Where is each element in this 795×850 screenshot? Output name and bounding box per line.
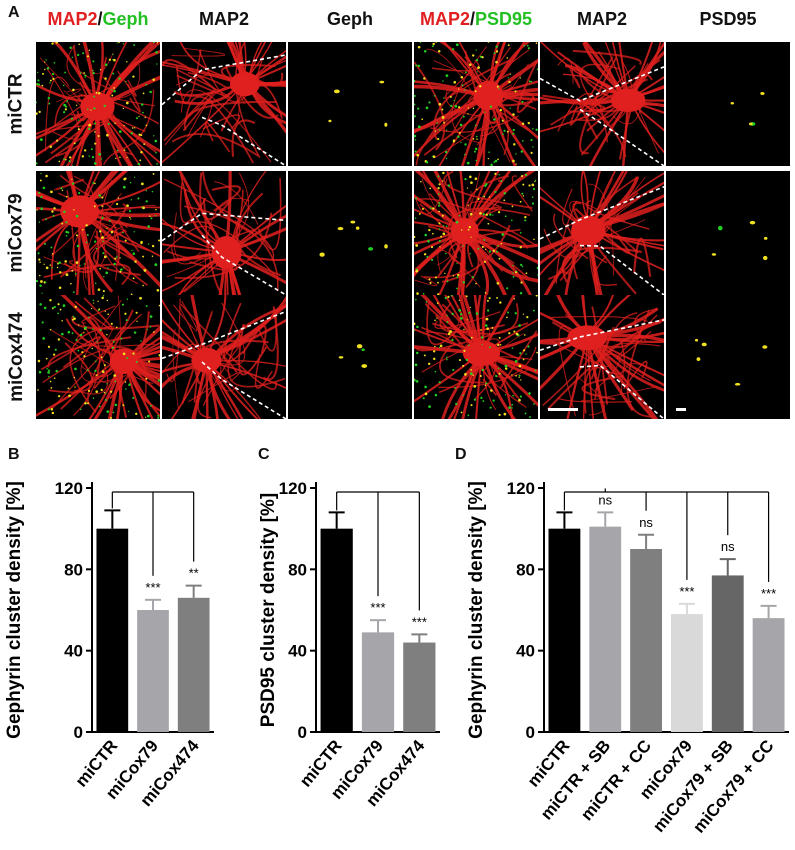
bar	[670, 614, 703, 732]
micrograph-tile	[540, 295, 664, 419]
y-tick-label: 0	[298, 723, 307, 742]
column-header-part: /	[97, 9, 103, 29]
panel-letter-c: C	[258, 446, 270, 463]
column-header-1: MAP2/Geph	[36, 6, 160, 32]
row-label-1: miCTR	[4, 42, 30, 166]
bar	[137, 610, 169, 732]
bar	[711, 575, 744, 732]
bar	[403, 642, 436, 732]
y-tick-label: 0	[74, 723, 83, 742]
row-label-text: miCox79	[6, 193, 28, 273]
y-axis-label: Gephyrin cluster density [%]	[4, 481, 25, 739]
micrograph-tile	[540, 42, 664, 166]
column-header-5: MAP2	[540, 6, 664, 32]
y-tick-label: 120	[55, 479, 83, 498]
y-tick-label: 80	[288, 560, 307, 579]
y-axis-label: Gephyrin cluster density [%]	[466, 481, 487, 739]
bar	[361, 632, 395, 732]
y-tick-label: 40	[64, 642, 83, 661]
column-header-part: /	[469, 9, 475, 29]
y-tick-label: 80	[516, 560, 535, 579]
column-header-part: MAP2	[576, 9, 627, 29]
column-header-part: MAP2	[198, 9, 249, 29]
bar	[320, 528, 353, 732]
micrograph-tile	[36, 295, 160, 419]
bar	[589, 526, 622, 732]
micrograph-tile	[666, 42, 790, 166]
column-header-2: MAP2	[162, 6, 286, 32]
y-tick-label: 0	[526, 723, 535, 742]
significance-label: ***	[412, 614, 427, 629]
row-label-3: miCox474	[4, 295, 30, 419]
scale-bar	[676, 408, 686, 411]
bar	[630, 549, 663, 732]
significance-label: ***	[370, 600, 385, 615]
panel-letter-a: A	[8, 4, 20, 21]
significance-label: ns	[721, 539, 735, 554]
micrograph-tile	[414, 295, 538, 419]
y-tick-label: 40	[516, 642, 535, 661]
y-axis-label: PSD95 cluster density [%]	[258, 493, 279, 727]
micrograph-tile	[666, 295, 790, 419]
y-tick-label: 120	[507, 479, 535, 498]
micrograph-tile	[414, 171, 538, 295]
micrograph-tile	[162, 295, 286, 419]
micrograph-tile	[288, 171, 412, 295]
micrograph-tile	[414, 42, 538, 166]
column-header-4: MAP2/PSD95	[414, 6, 538, 32]
micrograph-tile	[162, 171, 286, 295]
bar	[177, 597, 210, 732]
micrograph-tile	[288, 42, 412, 166]
micrograph-tile	[666, 171, 790, 295]
column-header-6: PSD95	[666, 6, 790, 32]
column-header-part: PSD95	[474, 9, 533, 29]
bar	[548, 528, 581, 732]
panel-letter-b: B	[8, 446, 20, 463]
y-tick-label: 80	[64, 560, 83, 579]
column-header-part: Geph	[102, 9, 149, 29]
bar	[752, 618, 785, 732]
column-header-3: Geph	[288, 6, 412, 32]
column-header-part: PSD95	[699, 9, 757, 29]
micrograph-tile	[162, 42, 286, 166]
scale-bar	[548, 408, 578, 411]
y-tick-label: 120	[279, 479, 307, 498]
micrograph-tile	[36, 171, 160, 295]
significance-label: ***	[145, 580, 160, 595]
row-label-text: miCTR	[6, 73, 28, 135]
significance-label: ns	[639, 515, 653, 530]
significance-label: ***	[761, 586, 776, 601]
micrograph-tile	[36, 42, 160, 166]
significance-label: ***	[679, 584, 694, 599]
micrograph-tile	[288, 295, 412, 419]
y-tick-label: 40	[288, 642, 307, 661]
row-label-2: miCox79	[4, 171, 30, 295]
column-header-part: Geph	[326, 9, 373, 29]
significance-label: ns	[598, 492, 612, 507]
micrograph-tile	[540, 171, 664, 295]
column-header-part: MAP2	[47, 9, 98, 29]
bar	[96, 528, 129, 732]
column-header-part: MAP2	[419, 9, 470, 29]
row-label-text: miCox474	[6, 312, 27, 402]
significance-label: **	[189, 566, 199, 581]
panel-letter-d: D	[455, 446, 467, 463]
